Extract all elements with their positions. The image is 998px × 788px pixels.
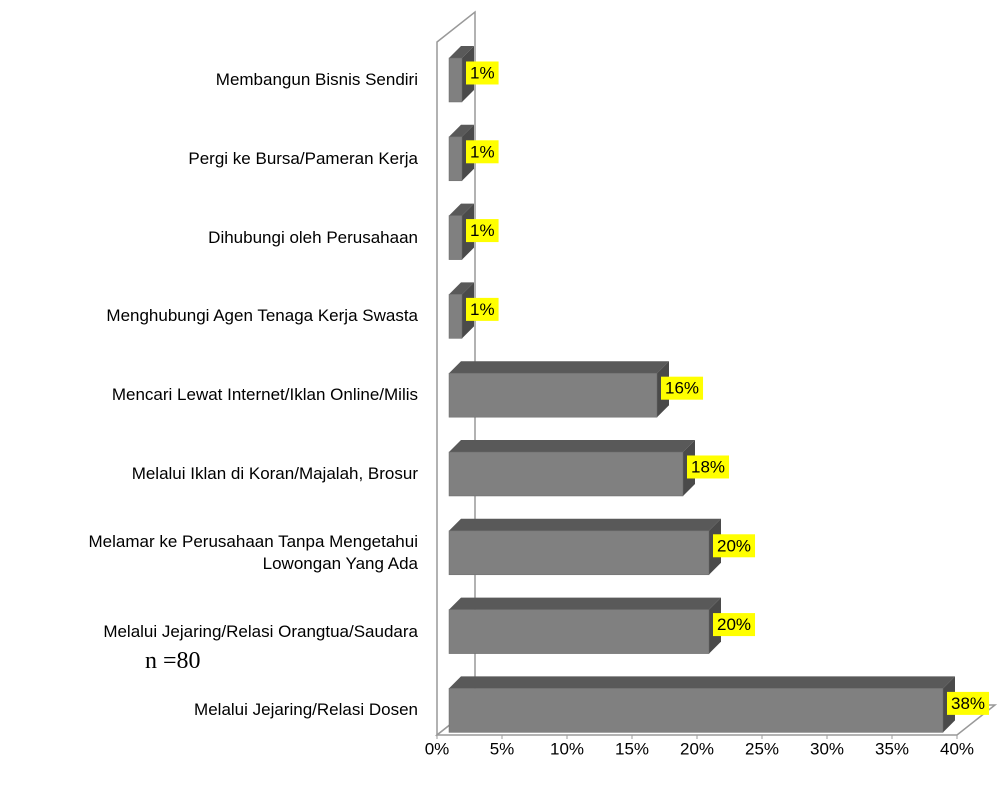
data-label: 1% xyxy=(470,221,495,240)
x-tick-label: 20% xyxy=(680,739,714,758)
data-label: 38% xyxy=(951,694,985,713)
data-label-bg xyxy=(466,219,499,243)
bar xyxy=(448,451,684,497)
x-tick-label: 15% xyxy=(615,739,649,758)
bar xyxy=(448,57,463,103)
data-label-bg xyxy=(947,691,990,715)
y-tick-label: Mencari Lewat Internet/Iklan Online/Mili… xyxy=(111,385,418,405)
data-label-bg xyxy=(661,376,704,400)
data-label-bg xyxy=(687,455,730,479)
bar xyxy=(448,609,710,654)
y-tick-label: Menghubungi Agen Tenaga Kerja Swasta xyxy=(106,306,418,326)
bar-top xyxy=(449,676,955,689)
x-tick-label: 25% xyxy=(745,739,779,758)
x-tick-label: 0% xyxy=(425,739,450,758)
bar-top xyxy=(449,124,474,137)
bar-top xyxy=(449,440,695,452)
data-label-bg xyxy=(466,61,499,85)
bar xyxy=(448,136,463,182)
bar-top xyxy=(449,282,474,295)
y-tick-label: Pergi ke Bursa/Pameran Kerja xyxy=(188,148,418,168)
y-tick-label: Membangun Bisnis Sendiri xyxy=(215,70,418,89)
y-tick-label: Melalui Jejaring/Relasi Orangtua/Saudara xyxy=(103,621,418,641)
bar xyxy=(448,688,944,733)
bar xyxy=(448,294,463,339)
data-label: 18% xyxy=(691,457,725,476)
data-label-bg xyxy=(466,297,499,321)
data-label: 20% xyxy=(717,536,751,555)
y-tick-label: Melamar ke Perusahaan Tanpa Mengetahui L… xyxy=(88,531,418,573)
data-label: 1% xyxy=(470,142,495,161)
x-tick-label: 35% xyxy=(875,739,909,758)
data-label: 20% xyxy=(717,615,751,634)
data-label: 16% xyxy=(665,379,699,398)
x-tick-label: 10% xyxy=(550,739,584,758)
bar xyxy=(448,372,658,418)
bar xyxy=(448,530,710,576)
data-label: 1% xyxy=(470,300,495,319)
y-tick-label: Melalui Jejaring/Relasi Dosen xyxy=(194,700,418,720)
bar-top xyxy=(449,46,474,58)
data-label-bg xyxy=(713,534,756,558)
x-tick-label: 30% xyxy=(810,739,844,758)
data-label: 1% xyxy=(470,63,495,82)
data-label-bg xyxy=(713,613,756,637)
x-tick-label: 5% xyxy=(490,739,515,758)
y-tick-label: Melalui Iklan di Koran/Majalah, Brosur xyxy=(131,464,418,483)
x-tick-label: 40% xyxy=(940,739,974,758)
y-tick-label: Dihubungi oleh Perusahaan xyxy=(208,227,418,247)
data-label-bg xyxy=(466,140,499,164)
bar-top xyxy=(449,361,669,374)
bar-top xyxy=(449,518,721,531)
bar xyxy=(448,215,463,260)
annotation: n =80 xyxy=(145,648,201,674)
bar-top xyxy=(449,203,474,216)
bar-top xyxy=(449,597,721,610)
